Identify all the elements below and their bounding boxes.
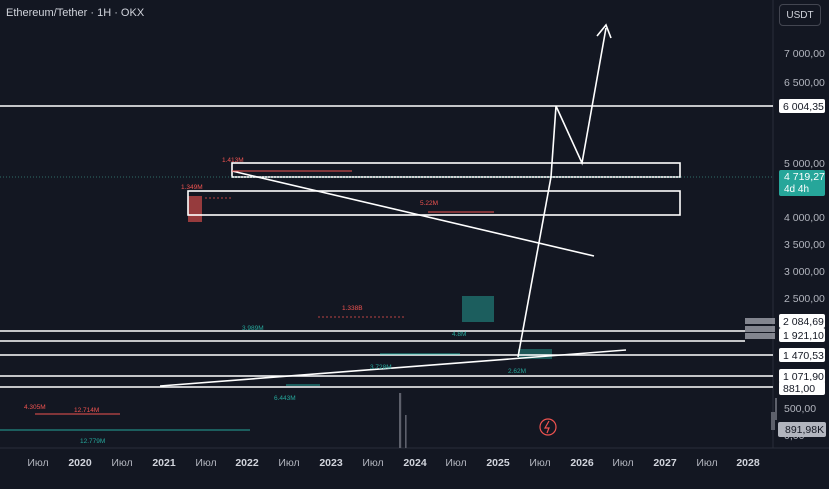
price-tag-label: 1 071,90 xyxy=(783,371,824,383)
demand-zone xyxy=(462,296,494,322)
resistance-box xyxy=(187,190,681,216)
price-tick-label: 3 500,00 xyxy=(784,239,825,251)
time-axis: Июл 2020 Июл 2021 Июл 2022 Июл 2023 Июл 2024 Июл 20… xyxy=(27,457,760,469)
price-tick-label: 500,00 xyxy=(784,403,816,415)
volume-bar xyxy=(405,415,407,448)
time-tick-label: 2024 xyxy=(403,457,427,469)
currency-button[interactable]: USDT xyxy=(779,4,821,26)
time-tick-label: Июл xyxy=(278,457,299,469)
time-tick-label: Июл xyxy=(362,457,383,469)
price-tag-label: 6 004,35 xyxy=(783,101,824,113)
volume-bar xyxy=(399,393,402,448)
price-tick-label: 5 000,00 xyxy=(784,158,825,170)
price-tag xyxy=(779,381,825,395)
time-tick-label: Июл xyxy=(111,457,132,469)
volume-annotation: 12.714M xyxy=(74,407,99,414)
projection-arrowhead-icon xyxy=(596,23,612,39)
projection-path xyxy=(550,27,607,178)
price-tag-stack xyxy=(745,326,775,332)
time-tick-label: Июл xyxy=(445,457,466,469)
price-tag xyxy=(779,314,825,328)
volume-layer xyxy=(399,393,777,448)
price-tag-label: 1 921,10 xyxy=(783,330,824,342)
time-tick-label: Июл xyxy=(612,457,633,469)
price-tick-label: 3 000,00 xyxy=(784,266,825,278)
price-axis: 7 000,00 6 500,00 5 000,00 4 000,00 3 500,00… xyxy=(784,48,825,442)
price-tick-label: 7 000,00 xyxy=(784,48,825,60)
current-price-label: 4 719,27 xyxy=(784,171,825,183)
time-tick-label: 2026 xyxy=(570,457,594,469)
time-tick-label: 2028 xyxy=(736,457,760,469)
volume-tag xyxy=(778,422,826,437)
time-tick-label: Июл xyxy=(195,457,216,469)
event-marker-icon xyxy=(539,418,557,436)
volume-annotation: 1.413M xyxy=(222,157,244,164)
price-tag-stack xyxy=(745,318,775,324)
chart-title: Ethereum/Tether · 1H · OKX xyxy=(6,7,145,19)
time-tick-label: 2020 xyxy=(68,457,92,469)
volume-annotation: 4.8M xyxy=(452,331,466,338)
lines-layer xyxy=(0,23,773,431)
volume-annotation: 3.989M xyxy=(242,325,264,332)
volume-bar xyxy=(771,412,775,430)
price-tag xyxy=(779,99,825,113)
price-tag xyxy=(779,369,825,383)
time-tick-label: Июл xyxy=(696,457,717,469)
volume-annotation: 3.728M xyxy=(370,364,392,371)
volume-annotation: 12.779M xyxy=(80,438,105,445)
price-tag-stack xyxy=(745,333,775,339)
price-tag-label: 1 470,53 xyxy=(783,350,824,362)
volume-annotation: 5.22M xyxy=(420,200,438,207)
time-tick-label: 2022 xyxy=(235,457,259,469)
rally-trendline xyxy=(517,176,552,358)
time-tick-label: Июл xyxy=(27,457,48,469)
price-tag-label: 881,00 xyxy=(783,383,815,395)
price-tag xyxy=(779,348,825,362)
support-trendline xyxy=(159,349,627,387)
volume-annotation: 6.443M xyxy=(274,395,296,402)
price-tag xyxy=(779,328,825,342)
time-tick-label: 2023 xyxy=(319,457,343,469)
volume-annotation: 4.305M xyxy=(24,404,46,411)
demand-zone xyxy=(518,349,552,359)
price-tick-label: 4 000,00 xyxy=(784,212,825,224)
resistance-trendline xyxy=(231,170,595,257)
time-tick-label: Июл xyxy=(529,457,550,469)
volume-bar xyxy=(775,398,777,420)
time-tick-label: 2025 xyxy=(486,457,510,469)
time-tick-label: 2027 xyxy=(653,457,677,469)
price-tick-label: 6 500,00 xyxy=(784,77,825,89)
time-tick-label: 2021 xyxy=(152,457,176,469)
price-tag-label: 2 084,69 xyxy=(783,316,824,328)
countdown-label: 4d 4h xyxy=(784,184,809,195)
volume-annotation: 1.349M xyxy=(181,184,203,191)
lightning-icon xyxy=(543,420,550,434)
price-tick-label: 2 500,00 xyxy=(784,293,825,305)
supply-zone xyxy=(188,196,202,222)
current-price-tag xyxy=(779,170,825,196)
volume-tag-label: 891,98K xyxy=(785,424,824,436)
volume-annotation: 2.62M xyxy=(508,368,526,375)
annotation-layer: 4.305M 12.714M 12.779M 1.413M 1.349M 3.989M 6.… xyxy=(24,157,526,445)
volume-annotation: 1.338B xyxy=(342,305,363,312)
